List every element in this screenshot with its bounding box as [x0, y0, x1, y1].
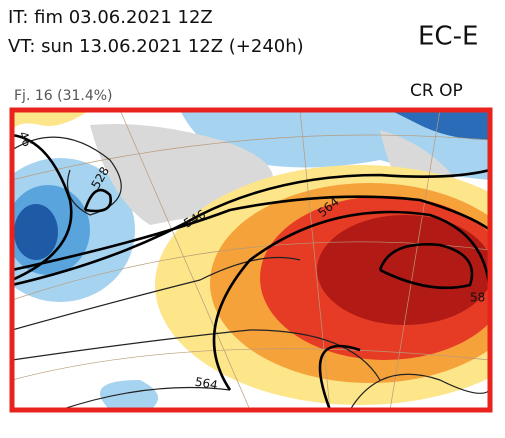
regime-label: CR OP [410, 81, 463, 101]
contour-label: 58 [470, 291, 485, 305]
valid-time: VT: sun 13.06.2021 12Z (+240h) [8, 36, 304, 57]
cluster-label: Fj. 16 (31.4%) [14, 88, 113, 104]
issue-time: IT: fim 03.06.2021 12Z [8, 7, 213, 28]
model-name: EC-E [418, 22, 478, 52]
panel-border [9, 107, 493, 413]
contour-label: 564 [194, 375, 219, 393]
contour-label: 46 [16, 129, 34, 148]
